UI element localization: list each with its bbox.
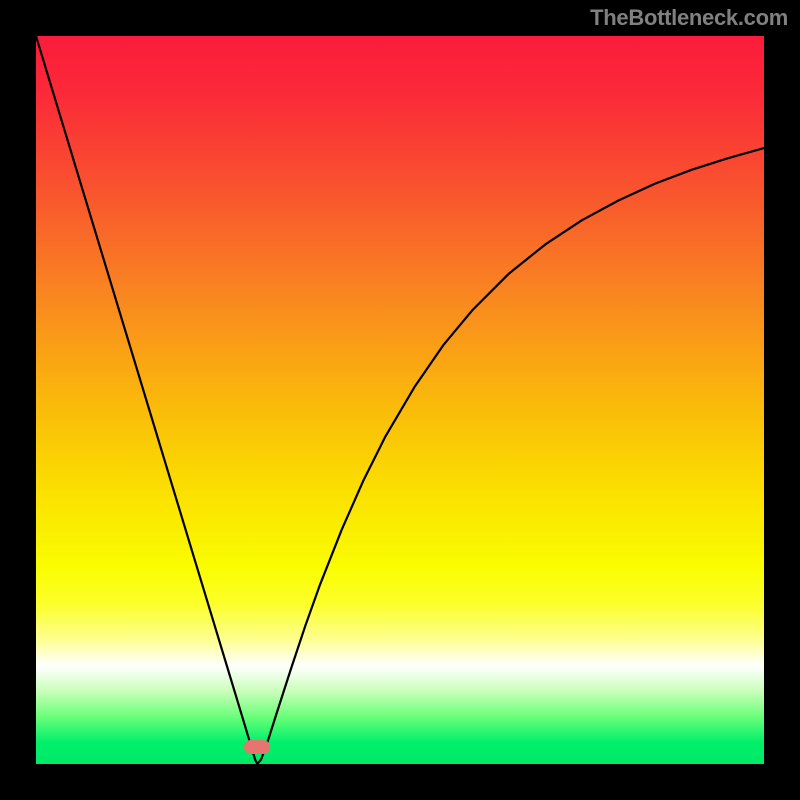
- plot-area: [36, 36, 764, 764]
- chart-frame: TheBottleneck.com: [0, 0, 800, 800]
- curve-path: [36, 36, 764, 764]
- optimal-point-marker: [244, 740, 270, 754]
- bottleneck-curve: [36, 36, 764, 764]
- watermark-text: TheBottleneck.com: [590, 5, 788, 31]
